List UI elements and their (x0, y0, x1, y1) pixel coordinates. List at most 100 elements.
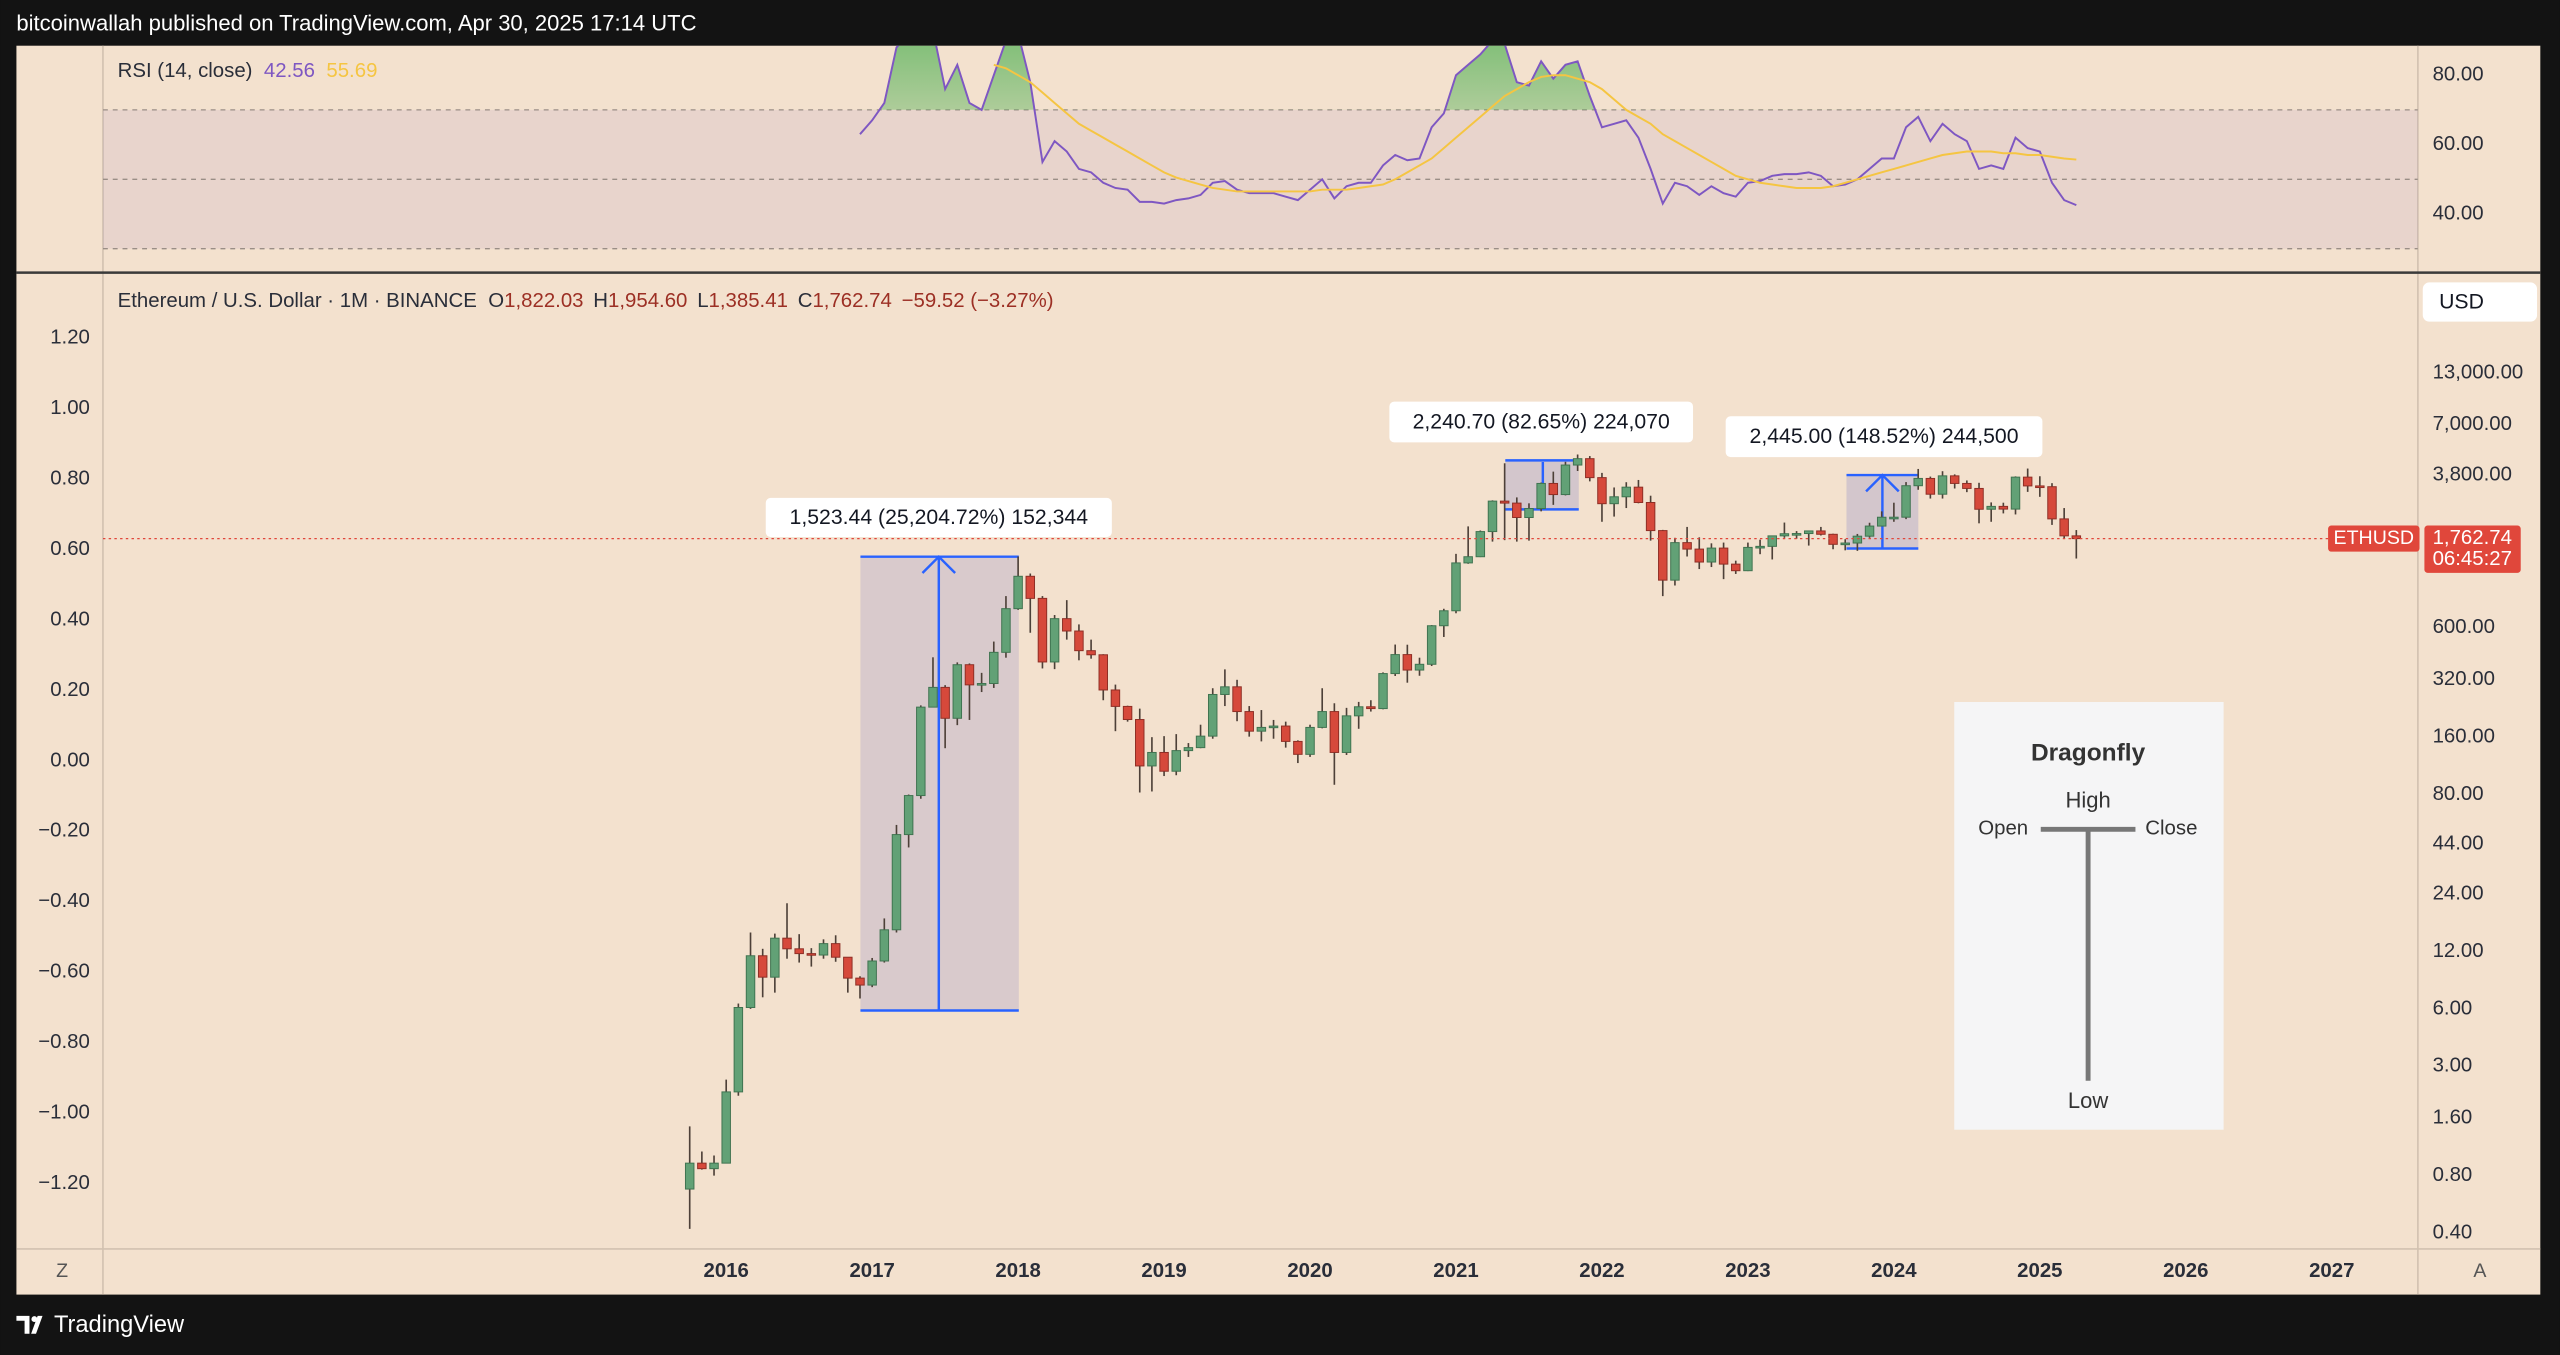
y-tick-label: 7,000.00 (2433, 413, 2512, 435)
candle-body (1791, 533, 1802, 536)
annotations: 1,523.44 (25,204.72%) 152,344 2,240.70 (… (765, 401, 2521, 1130)
candle-body (1062, 618, 1072, 632)
ohlc-value: 1,762.74 (812, 290, 891, 312)
y2-tick-label: −0.60 (38, 961, 90, 983)
candle-body (1378, 673, 1388, 710)
y2-tick-label: −0.80 (38, 1031, 90, 1053)
ohlc-key: O (488, 290, 504, 312)
symbol-title: Ethereum / U.S. Dollar · 1M · BINANCE (118, 290, 477, 312)
candle-body (721, 1091, 731, 1164)
candle-body (1499, 500, 1510, 504)
candle-body (879, 929, 890, 962)
measure-label-box (765, 497, 1112, 538)
x-tick-label: 2017 (849, 1260, 894, 1282)
candle-body (1974, 487, 1984, 510)
candle-body (1694, 548, 1704, 563)
rsi-line (859, 45, 2077, 207)
measure-label-box (1389, 401, 1694, 443)
candle-body (1256, 726, 1267, 732)
candle-body (1353, 706, 1364, 717)
candle-body (1864, 525, 1875, 537)
ohlc-value: 1,385.41 (709, 290, 788, 312)
currency-button[interactable] (2422, 282, 2538, 322)
candle-body (1244, 711, 1254, 732)
y-tick-label: 3,800.00 (2433, 463, 2512, 485)
candle-body (1463, 556, 1473, 564)
candle-body (1220, 686, 1230, 695)
candle-body (1414, 663, 1425, 671)
candle-body (1329, 711, 1340, 753)
ohlc-key: L (697, 290, 708, 312)
x-tick-label: 2027 (2309, 1260, 2354, 1282)
candle-body (2022, 476, 2033, 487)
candle-body (2035, 485, 2045, 489)
y-tick-label: 44.00 (2433, 832, 2484, 854)
candle-body (1949, 475, 1960, 484)
candle-body (1743, 546, 1753, 572)
candle-body (1402, 654, 1413, 671)
candle-body (1828, 533, 1838, 545)
candle-body (745, 955, 756, 1008)
y-tick-label: 1.60 (2433, 1107, 2473, 1129)
candle-body (1025, 575, 1036, 599)
candle-body (1426, 625, 1437, 665)
candle-body (1135, 719, 1145, 767)
candle-body (709, 1162, 719, 1170)
candle-body (1901, 485, 1911, 518)
measure-label: 2,240.70 (82.65%) 224,070 (1413, 410, 1670, 433)
candle-body (1207, 693, 1218, 737)
candle-body (1779, 533, 1790, 537)
measure-label: 2,445.00 (148.52%) 244,500 (1750, 425, 2019, 448)
candle-body (952, 664, 963, 719)
x-tick-label: 2020 (1287, 1260, 1332, 1282)
arrow-head (921, 554, 956, 574)
candle-body (733, 1007, 744, 1093)
candle-body (1840, 542, 1850, 546)
y-tick-label: 600.00 (2433, 616, 2495, 638)
candle-body (1658, 530, 1668, 581)
y-tick-label: 12.00 (2433, 940, 2484, 962)
rsi-tick-label: 60.00 (2433, 133, 2484, 155)
candle-body (2047, 486, 2057, 520)
candle-body (1268, 725, 1279, 729)
candle-body (1232, 686, 1242, 713)
candle-body (1013, 575, 1023, 610)
ohlc-legend: Ethereum / U.S. Dollar · 1M · BINANCE O 1,… (118, 290, 1054, 312)
pattern-close: Close (2145, 818, 2197, 840)
x-tick-label: 2016 (704, 1260, 749, 1282)
y-tick-label: 3.00 (2433, 1055, 2473, 1077)
rsi-legend-value: 42.56 (264, 60, 315, 82)
candle-body (964, 664, 975, 686)
candle-body (1986, 505, 1996, 510)
rsi-tick-label: 40.00 (2433, 202, 2484, 224)
candle-body (1645, 502, 1656, 532)
symbol-tag-label: ETHUSD (2334, 527, 2415, 549)
zoom-button[interactable]: Z (56, 1260, 68, 1282)
measure-label-box (1725, 416, 2043, 458)
candle-body (1937, 475, 1948, 495)
publisher-header: bitcoinwallah published on TradingView.c… (16, 10, 696, 35)
auto-scale-button[interactable]: A (2473, 1260, 2487, 1282)
candle-body (1852, 535, 1863, 544)
x-tick-label: 2025 (2017, 1260, 2062, 1282)
y-tick-label: 6.00 (2433, 997, 2473, 1019)
currency-label[interactable]: USD (2439, 290, 2484, 313)
price-pane (102, 454, 2418, 1229)
x-tick-label: 2023 (1725, 1260, 1770, 1282)
y2-tick-label: 0.60 (50, 538, 90, 560)
candle-body (1816, 530, 1826, 535)
y2-tick-label: −1.00 (38, 1102, 90, 1124)
candle-body (1074, 630, 1084, 652)
candle-body (1548, 482, 1559, 496)
y2-tick-label: 0.80 (50, 467, 90, 489)
candle-body (782, 937, 792, 950)
candle-body (1682, 542, 1692, 550)
candle-body (1086, 650, 1096, 656)
pattern-low: Low (2068, 1088, 2108, 1113)
last-price-label: 1,762.74 (2433, 527, 2512, 549)
candle-body (1536, 482, 1546, 509)
candle-body (989, 651, 999, 684)
candle-body (1305, 726, 1315, 755)
